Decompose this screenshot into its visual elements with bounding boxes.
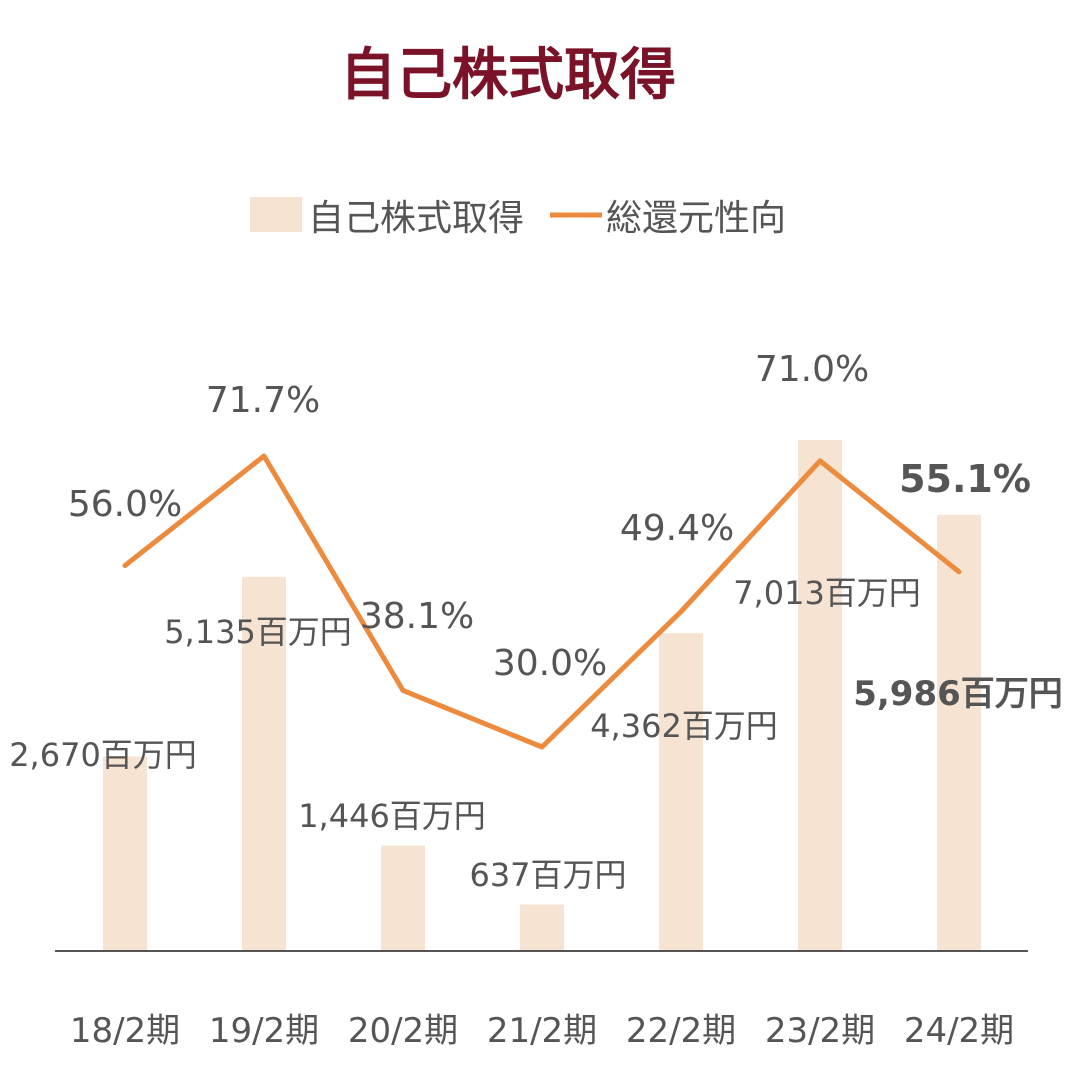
line-series bbox=[122, 453, 962, 750]
value-label-4: 4,362百万円 bbox=[590, 707, 778, 745]
legend-bar-swatch bbox=[250, 197, 302, 232]
legend: 自己株式取得 総還元性向 bbox=[250, 197, 786, 239]
value-label-6: 5,986百万円 bbox=[853, 674, 1063, 714]
pct-label-1: 71.7% bbox=[206, 380, 320, 421]
legend-line-label: 総還元性向 bbox=[606, 198, 786, 239]
pct-label-4: 49.4% bbox=[620, 508, 734, 549]
value-label-5: 7,013百万円 bbox=[733, 574, 921, 612]
legend-bar-label: 自己株式取得 bbox=[308, 198, 524, 239]
pct-label-6: 55.1% bbox=[899, 457, 1031, 501]
x-tick-1: 19/2期 bbox=[209, 1011, 319, 1051]
bar-2 bbox=[381, 845, 425, 951]
value-label-1: 5,135百万円 bbox=[164, 613, 352, 651]
x-axis-ticks: 18/2期 19/2期 20/2期 21/2期 22/2期 23/2期 24/2期 bbox=[70, 1011, 1014, 1051]
bar-0 bbox=[103, 756, 147, 951]
x-tick-3: 21/2期 bbox=[487, 1011, 597, 1051]
x-tick-4: 22/2期 bbox=[626, 1011, 736, 1051]
chart-title: 自己株式取得 bbox=[340, 43, 676, 108]
x-tick-0: 18/2期 bbox=[70, 1011, 180, 1051]
bar-6 bbox=[937, 514, 981, 951]
pct-label-2: 38.1% bbox=[360, 596, 474, 637]
x-tick-2: 20/2期 bbox=[348, 1011, 458, 1051]
x-tick-6: 24/2期 bbox=[904, 1011, 1014, 1051]
bar-1 bbox=[242, 576, 286, 951]
bar-series bbox=[103, 440, 981, 951]
value-label-3: 637百万円 bbox=[469, 856, 626, 894]
data-labels: 56.0% 71.7% 38.1% 30.0% 49.4% 71.0% 55.1% 2,670… bbox=[9, 349, 1063, 894]
x-tick-5: 23/2期 bbox=[765, 1011, 875, 1051]
value-label-0: 2,670百万円 bbox=[9, 736, 197, 774]
bar-4 bbox=[659, 633, 703, 951]
pct-label-3: 30.0% bbox=[493, 643, 607, 684]
pct-label-0: 56.0% bbox=[68, 484, 182, 525]
value-label-2: 1,446百万円 bbox=[298, 797, 486, 835]
bar-5 bbox=[798, 440, 842, 951]
bar-3 bbox=[520, 904, 564, 951]
pct-label-5: 71.0% bbox=[755, 349, 869, 390]
